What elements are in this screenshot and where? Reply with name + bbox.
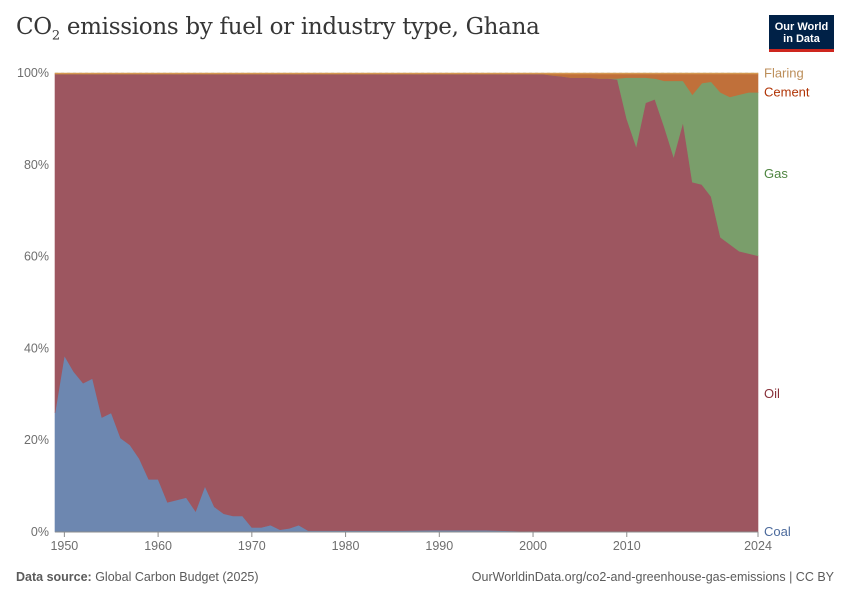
data-source: Data source: Global Carbon Budget (2025) [16, 570, 259, 584]
x-tick-label: 1980 [332, 539, 360, 553]
area-layer [54, 72, 759, 533]
series-label-coal: Coal [764, 524, 791, 539]
logo-accent-bar [769, 49, 834, 52]
area-flaring [54, 72, 759, 75]
page-title: CO2 emissions by fuel or industry type, … [16, 14, 540, 44]
logo-line-2: in Data [783, 33, 820, 45]
source-link[interactable]: OurWorldinData.org/co2-and-greenhouse-ga… [471, 570, 834, 584]
y-tick-label: 0% [31, 525, 49, 539]
x-tick-label: 1970 [238, 539, 266, 553]
y-tick-label: 60% [24, 250, 49, 264]
y-tick-label: 100% [17, 66, 49, 80]
x-tick-label: 1950 [50, 539, 78, 553]
series-label-flaring: Flaring [764, 65, 804, 80]
series-label-cement: Cement [764, 84, 810, 99]
area-oil [54, 73, 759, 533]
y-tick-label: 40% [24, 341, 49, 355]
x-tick-label: 2000 [519, 539, 547, 553]
series-label-layer: Coal Oil Gas Cement Flaring [764, 65, 810, 539]
logo-line-1: Our World [774, 21, 829, 33]
y-tick-label: 20% [24, 433, 49, 447]
axis-layer: 0% 20% 40% 60% 80% 100% 1950 1960 1970 1980 1990 20… [17, 66, 772, 553]
series-label-oil: Oil [764, 386, 780, 401]
x-tick-label: 1990 [425, 539, 453, 553]
y-tick-label: 80% [24, 158, 49, 172]
x-tick-label: 2024 [744, 539, 772, 553]
x-tick-label: 2010 [613, 539, 641, 553]
x-tick-label: 1960 [144, 539, 172, 553]
owid-logo[interactable]: Our World in Data [769, 15, 834, 52]
series-label-gas: Gas [764, 166, 788, 181]
